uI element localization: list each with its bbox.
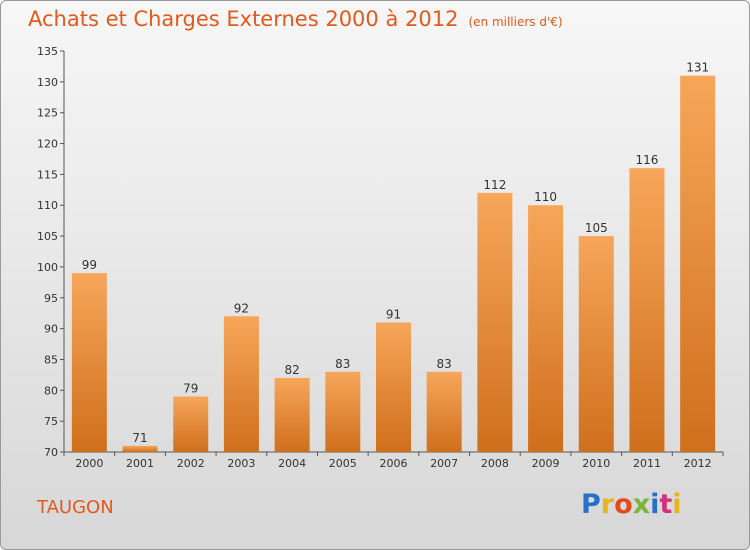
data-label-2004: 82 [284,363,299,377]
x-tick-label-2007: 2007 [430,457,458,470]
bar-2004 [274,377,310,452]
bar-2002 [173,396,209,452]
logo-letter: P [581,489,601,520]
y-tick-label: 125 [37,107,58,120]
chart-subtitle: (en milliers d'€) [468,15,563,29]
chart-title: Achats et Charges Externes 2000 à 2012 (e… [28,7,563,31]
logo-letter: r [600,489,615,520]
x-tick-label-2004: 2004 [278,457,306,470]
y-tick-label: 75 [44,415,58,428]
logo-letter: x [632,489,651,520]
y-tick-label: 105 [37,230,58,243]
y-tick-label: 100 [37,261,58,274]
bar-2009 [528,205,564,452]
bar-2005 [325,371,361,452]
x-tick-label-2008: 2008 [481,457,509,470]
data-label-2010: 105 [585,221,608,235]
y-tick-label: 115 [37,168,58,181]
place-name: TAUGON [37,497,114,518]
y-tick-label: 70 [44,446,58,459]
y-tick-label: 135 [37,45,58,58]
bar-2008 [477,192,513,452]
x-tick-label-2012: 2012 [684,457,712,470]
data-label-2001: 71 [132,431,147,445]
x-tick-label-2000: 2000 [75,457,103,470]
y-tick-label: 130 [37,76,58,89]
bar-2007 [426,371,462,452]
data-label-2008: 112 [483,178,506,192]
x-tick-label-2006: 2006 [380,457,408,470]
data-label-2009: 110 [534,190,557,204]
bar-2011 [629,168,665,452]
x-tick-label-2009: 2009 [532,457,560,470]
y-tick-label: 120 [37,138,58,151]
data-label-2000: 99 [82,258,97,272]
data-label-2003: 92 [234,301,249,315]
y-tick-label: 85 [44,353,58,366]
data-label-2005: 83 [335,357,350,371]
proxiti-logo: Proxiti [581,489,682,520]
x-tick-label-2005: 2005 [329,457,357,470]
x-tick-label-2010: 2010 [582,457,610,470]
x-tick-label-2003: 2003 [227,457,255,470]
x-tick-label-2011: 2011 [633,457,661,470]
bar-2001 [122,445,158,452]
x-tick-label-2001: 2001 [126,457,154,470]
bar-2000 [71,273,107,452]
y-tick-label: 80 [44,384,58,397]
y-tick-label: 110 [37,199,58,212]
data-label-2012: 131 [686,61,709,75]
logo-letter: i [650,489,660,520]
data-label-2007: 83 [437,357,452,371]
bar-2012 [680,75,716,452]
data-label-2002: 79 [183,381,198,395]
bar-2006 [376,322,411,452]
y-tick-label: 95 [44,292,58,305]
logo-letter: i [672,489,682,520]
data-label-2011: 116 [636,153,659,167]
y-tick-label: 90 [44,323,58,336]
data-label-2006: 91 [386,307,401,321]
logo-letter: o [614,489,633,520]
x-tick-label-2002: 2002 [177,457,205,470]
logo-letter: t [659,489,673,520]
bar-2010 [578,236,614,452]
bar-2003 [223,316,259,452]
